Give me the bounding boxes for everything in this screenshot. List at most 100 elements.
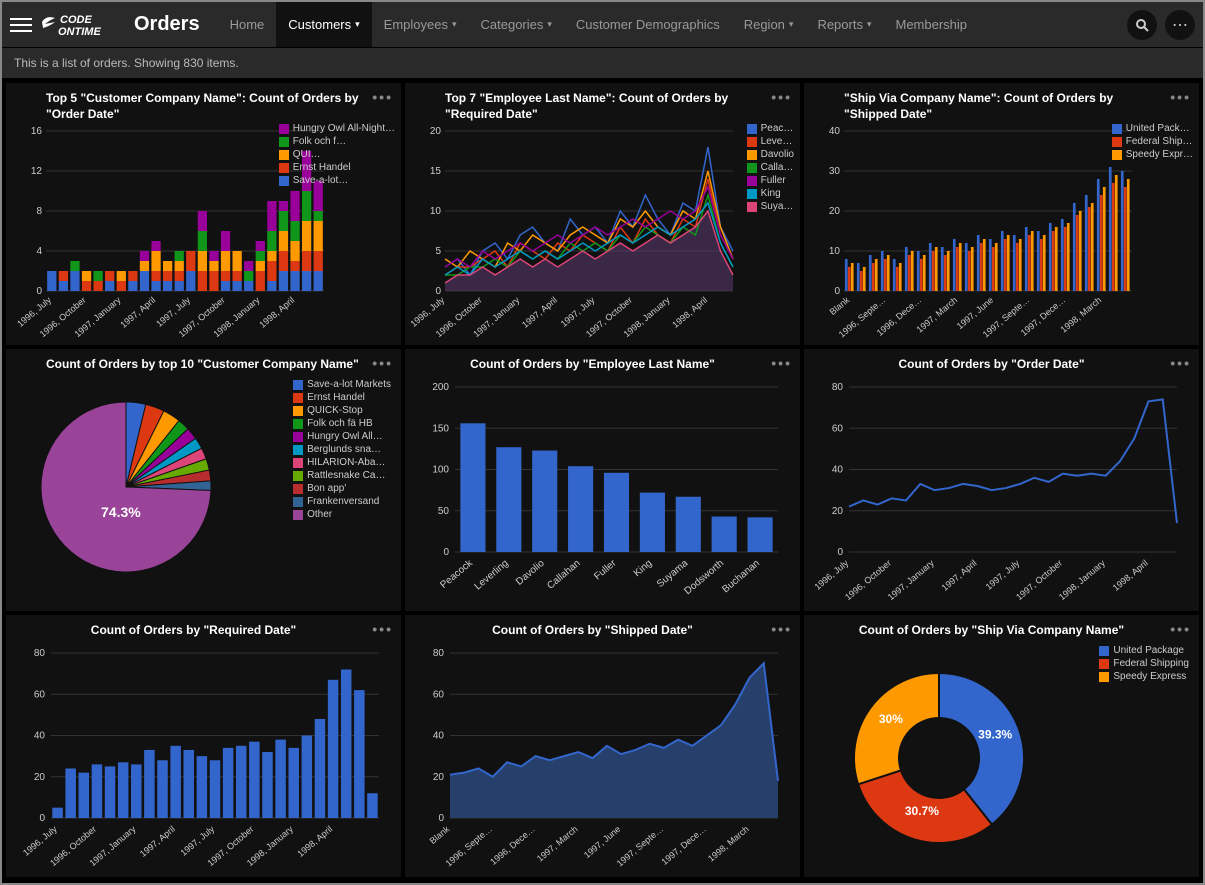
- caret-down-icon: ▾: [547, 19, 552, 30]
- svg-text:80: 80: [34, 648, 46, 659]
- svg-text:60: 60: [433, 689, 445, 700]
- legend-item: Hungry Owl All…: [293, 431, 391, 442]
- svg-text:0: 0: [438, 813, 444, 824]
- nav-item-membership[interactable]: Membership: [884, 2, 980, 47]
- nav-item-region[interactable]: Region▾: [732, 2, 806, 47]
- svg-text:30%: 30%: [879, 712, 903, 726]
- svg-text:4: 4: [36, 246, 42, 257]
- panel-menu-icon[interactable]: •••: [372, 355, 393, 371]
- chart-shipvia-donut: •••Count of Orders by "Ship Via Company …: [804, 615, 1199, 877]
- panel-title: Top 7 "Employee Last Name": Count of Ord…: [405, 83, 800, 126]
- svg-text:1996, Dece…: 1996, Dece…: [488, 823, 537, 866]
- svg-text:Davolio: Davolio: [514, 557, 547, 587]
- svg-text:0: 0: [443, 547, 449, 558]
- legend-item: United Package: [1099, 645, 1189, 656]
- svg-text:Blank: Blank: [828, 295, 852, 317]
- panel-menu-icon[interactable]: •••: [771, 89, 792, 105]
- svg-text:30: 30: [829, 166, 841, 177]
- svg-text:1998, March: 1998, March: [706, 823, 751, 863]
- legend-item: QUICK-Stop: [293, 405, 391, 416]
- chart-requireddate-bar: •••Count of Orders by "Required Date"020…: [6, 615, 401, 877]
- hamburger-menu-icon[interactable]: [10, 14, 32, 36]
- legend-item: Folk och fä HB: [293, 418, 391, 429]
- svg-text:10: 10: [829, 246, 841, 257]
- svg-text:5: 5: [435, 246, 441, 257]
- nav-item-customers[interactable]: Customers▾: [276, 2, 371, 47]
- legend-item: Other: [293, 509, 391, 520]
- panel-title: Count of Orders by "Ship Via Company Nam…: [804, 615, 1199, 643]
- panel-title: "Ship Via Company Name": Count of Orders…: [804, 83, 1199, 126]
- svg-text:Peacock: Peacock: [438, 557, 475, 591]
- svg-text:20: 20: [829, 206, 841, 217]
- legend-item: Peac…: [747, 123, 794, 134]
- svg-text:0: 0: [39, 813, 45, 824]
- svg-text:20: 20: [430, 126, 442, 137]
- page-title: Orders: [134, 13, 200, 36]
- dashboard-grid: •••Top 5 "Customer Company Name": Count …: [2, 79, 1203, 881]
- legend-item: Hungry Owl All-Night…: [279, 123, 395, 134]
- svg-text:8: 8: [36, 206, 42, 217]
- caret-down-icon: ▾: [452, 19, 457, 30]
- svg-text:0: 0: [837, 547, 843, 558]
- svg-text:1998, April: 1998, April: [1111, 557, 1150, 592]
- caret-down-icon: ▾: [355, 19, 360, 30]
- legend-item: United Pack…: [1112, 123, 1193, 134]
- svg-text:1998, April: 1998, April: [295, 823, 334, 858]
- svg-text:Callahan: Callahan: [545, 557, 582, 591]
- panel-menu-icon[interactable]: •••: [372, 89, 393, 105]
- svg-text:Dodsworth: Dodsworth: [682, 557, 726, 596]
- brand-logo[interactable]: CODE ONTIME: [40, 10, 120, 40]
- chart-top7-employee-requireddate: •••Top 7 "Employee Last Name": Count of …: [405, 83, 800, 345]
- more-button[interactable]: ⋯: [1165, 10, 1195, 40]
- legend-item: Fuller: [747, 175, 794, 186]
- svg-text:16: 16: [31, 126, 43, 137]
- nav-item-employees[interactable]: Employees▾: [372, 2, 469, 47]
- svg-text:50: 50: [438, 505, 450, 516]
- svg-text:30.7%: 30.7%: [905, 804, 939, 818]
- svg-text:Blank: Blank: [428, 823, 452, 845]
- nav-item-home[interactable]: Home: [218, 2, 277, 47]
- panel-menu-icon[interactable]: •••: [372, 621, 393, 637]
- legend-item: Calla…: [747, 162, 794, 173]
- legend-item: Ernst Handel: [293, 392, 391, 403]
- legend-item: Davolio: [747, 149, 794, 160]
- svg-text:40: 40: [433, 730, 445, 741]
- legend-item: Suya…: [747, 201, 794, 212]
- svg-text:20: 20: [433, 771, 445, 782]
- svg-text:80: 80: [433, 648, 445, 659]
- nav-item-categories[interactable]: Categories▾: [469, 2, 564, 47]
- legend-item: Speedy Express: [1099, 671, 1189, 682]
- svg-text:200: 200: [432, 382, 449, 393]
- nav-item-customer-demographics[interactable]: Customer Demographics: [564, 2, 732, 47]
- svg-text:1997, April: 1997, April: [520, 295, 559, 330]
- svg-text:40: 40: [832, 464, 844, 475]
- svg-text:1997, March: 1997, March: [535, 823, 580, 863]
- svg-text:40: 40: [829, 126, 841, 137]
- caret-down-icon: ▾: [867, 19, 872, 30]
- nav-item-reports[interactable]: Reports▾: [805, 2, 883, 47]
- search-button[interactable]: [1127, 10, 1157, 40]
- panel-menu-icon[interactable]: •••: [771, 355, 792, 371]
- svg-text:20: 20: [832, 505, 844, 516]
- subheader: This is a list of orders. Showing 830 it…: [2, 48, 1203, 79]
- panel-menu-icon[interactable]: •••: [1170, 89, 1191, 105]
- legend-item: Federal Shipping: [1099, 658, 1189, 669]
- svg-text:1997, January: 1997, January: [886, 557, 937, 602]
- legend-item: Speedy Expr…: [1112, 149, 1193, 160]
- panel-menu-icon[interactable]: •••: [1170, 621, 1191, 637]
- svg-text:1997, July: 1997, July: [984, 557, 1022, 591]
- svg-text:1997, Dece…: 1997, Dece…: [659, 823, 708, 866]
- panel-menu-icon[interactable]: •••: [1170, 355, 1191, 371]
- svg-text:1997, April: 1997, April: [118, 295, 157, 330]
- caret-down-icon: ▾: [789, 19, 794, 30]
- panel-title: Top 5 "Customer Company Name": Count of …: [6, 83, 401, 126]
- panel-menu-icon[interactable]: •••: [771, 621, 792, 637]
- svg-text:39.3%: 39.3%: [978, 727, 1012, 741]
- svg-text:60: 60: [34, 689, 46, 700]
- svg-text:0: 0: [834, 286, 840, 297]
- svg-text:ONTIME: ONTIME: [58, 26, 101, 38]
- svg-text:1997, Septe…: 1997, Septe…: [615, 823, 666, 868]
- svg-text:1998, January: 1998, January: [1057, 557, 1108, 602]
- svg-text:80: 80: [832, 382, 844, 393]
- svg-text:1996, July: 1996, July: [812, 557, 850, 591]
